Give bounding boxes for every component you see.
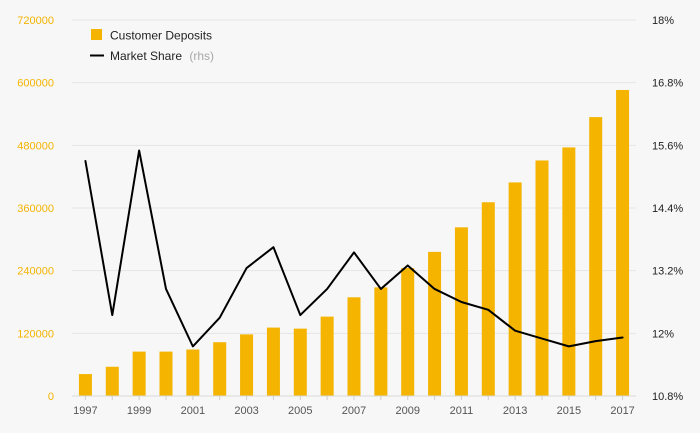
bar-2011 (454, 227, 468, 396)
bar-1999 (132, 351, 146, 396)
legend-label-market-share: Market Share (rhs) (110, 49, 214, 63)
left-tick-label-720000: 720000 (17, 15, 54, 27)
right-tick-label-18: 18% (652, 15, 674, 27)
bar-1997 (78, 374, 92, 396)
left-tick-label-120000: 120000 (17, 328, 54, 340)
x-tick-label-2011: 2011 (450, 405, 474, 417)
bar-2003 (240, 334, 254, 396)
right-tick-label-10-8: 10.8% (652, 391, 683, 403)
legend-item-customer-deposits: Customer Deposits (91, 29, 212, 43)
bar-2005 (293, 328, 307, 396)
bar-2004 (266, 327, 280, 396)
bar-2002 (213, 342, 227, 396)
bar-2016 (589, 117, 603, 396)
bar-2006 (320, 316, 334, 396)
bar-series-customer-deposits (78, 89, 630, 396)
bar-1998 (105, 366, 119, 396)
legend: Customer Deposits Market Share (rhs) (90, 29, 214, 63)
left-tick-label-600000: 600000 (17, 78, 54, 90)
line-series-market-share (84, 149, 624, 348)
axes-layer: 0 120000 240000 360000 480000 600000 720000 10.… (17, 15, 683, 417)
right-tick-label-12: 12% (652, 328, 674, 340)
x-tick-label-2001: 2001 (181, 405, 205, 417)
right-tick-label-15-6: 15.6% (652, 140, 683, 152)
legend-label-market-share-suffix: (rhs) (189, 49, 214, 63)
bar-2001 (186, 349, 200, 396)
x-tick-label-2017: 2017 (610, 405, 634, 417)
bar-2000 (159, 351, 173, 396)
right-tick-label-16-8: 16.8% (652, 78, 683, 90)
x-tick-label-1999: 1999 (127, 405, 151, 417)
left-tick-label-0: 0 (48, 391, 54, 403)
x-tick-label-2003: 2003 (234, 405, 258, 417)
x-tick-label-2015: 2015 (557, 405, 581, 417)
left-tick-label-360000: 360000 (17, 203, 54, 215)
bar-2013 (508, 182, 522, 396)
bar-2017 (616, 89, 630, 396)
grid-layer (72, 19, 636, 334)
left-tick-label-240000: 240000 (17, 266, 54, 278)
right-tick-label-13-2: 13.2% (652, 266, 683, 278)
legend-label-customer-deposits: Customer Deposits (110, 29, 212, 43)
right-tick-label-14-4: 14.4% (652, 203, 683, 215)
bar-2012 (481, 202, 495, 396)
x-tick-label-2013: 2013 (503, 405, 527, 417)
legend-label-market-share-text: Market Share (110, 49, 182, 63)
bar-2010 (428, 251, 442, 396)
legend-item-market-share: Market Share (rhs) (90, 49, 214, 63)
legend-swatch-customer-deposits (91, 29, 102, 40)
left-tick-label-480000: 480000 (17, 140, 54, 152)
bar-2009 (401, 268, 415, 396)
bar-2008 (374, 287, 388, 396)
x-tick-label-2005: 2005 (288, 405, 312, 417)
x-tick-label-2009: 2009 (395, 405, 419, 417)
bar-2007 (347, 297, 361, 396)
x-tick-label-1997: 1997 (73, 405, 97, 417)
bar-2015 (562, 147, 576, 396)
x-tick-label-2007: 2007 (342, 405, 366, 417)
bar-2014 (535, 160, 549, 396)
